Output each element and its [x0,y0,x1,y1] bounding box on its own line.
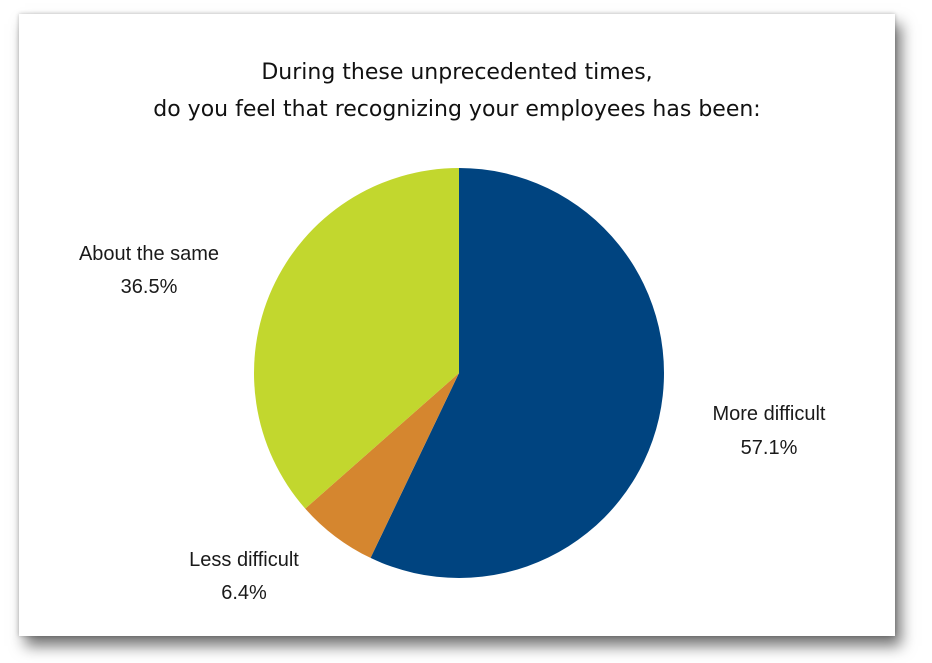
pie-slice-less-difficult [305,373,459,558]
slice-label: Less difficult [189,549,299,571]
chart-title-line-2: do you feel that recognizing your employ… [153,97,761,122]
pie-slice-about-the-same [254,168,459,509]
slice-value-label: 36.5% [121,276,178,298]
pie-slices [254,168,664,578]
pie-slice-more-difficult [370,168,664,578]
slice-value-label: 57.1% [741,437,798,459]
chart-card: During these unprecedented times, do you… [19,14,895,636]
slice-label: More difficult [712,403,825,425]
pie-labels: More difficult 57.1% Less difficult 6.4% Abo… [79,243,826,604]
chart-title-line-1: During these unprecedented times, [261,60,653,85]
pie-chart: More difficult 57.1% Less difficult 6.4% Abo… [79,168,826,604]
slice-value-label: 6.4% [221,582,267,604]
chart-title: During these unprecedented times, do you… [19,54,895,128]
slice-label: About the same [79,243,219,265]
